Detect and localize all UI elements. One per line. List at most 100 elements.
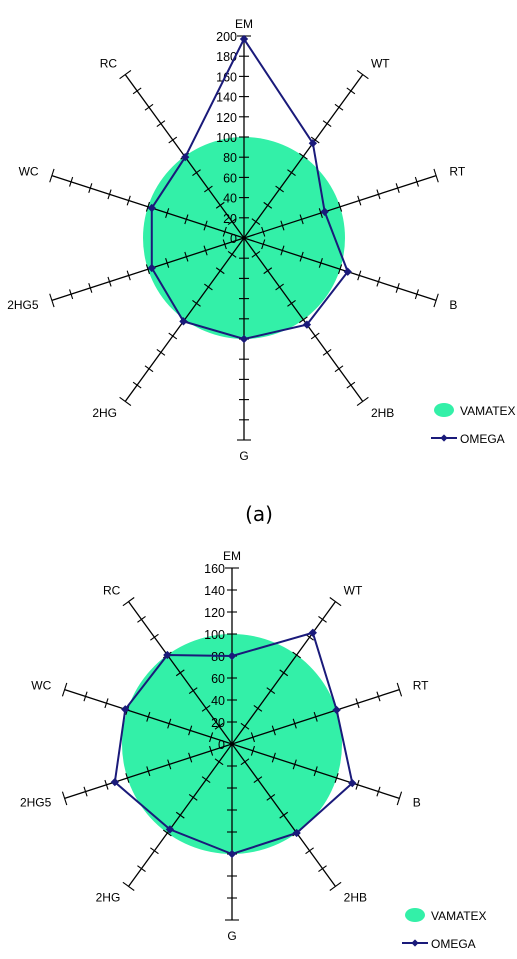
radial-tick-label: 140 <box>216 91 237 105</box>
category-label: EM <box>223 549 241 563</box>
axis-tick <box>337 201 343 212</box>
omega-point <box>181 152 190 162</box>
axis-tick <box>433 293 439 308</box>
radial-tick-label: 20 <box>211 716 225 730</box>
omega-point <box>239 334 249 344</box>
axis-tick <box>107 189 112 200</box>
axis-tick <box>132 87 142 95</box>
axis-tick <box>188 752 193 763</box>
axis-tick <box>188 794 198 801</box>
axis-tick <box>175 669 185 677</box>
axis-tick <box>271 725 276 736</box>
axis-tick <box>299 214 304 225</box>
axis-tick <box>287 299 296 307</box>
legend-swatch-omega-marker <box>440 434 448 442</box>
axis-tick <box>395 183 400 193</box>
axis-tick <box>126 270 131 281</box>
axis-tick <box>310 332 320 340</box>
category-label: RT <box>449 164 465 178</box>
axis-tick <box>266 687 276 694</box>
axis-tick <box>250 732 255 743</box>
omega-point <box>302 320 312 329</box>
category-label: RT <box>413 678 429 692</box>
omega-point <box>343 267 352 276</box>
legend-label-omega: OMEGA <box>431 937 476 951</box>
axis-tick <box>222 226 227 237</box>
radial-tick-label: 20 <box>223 212 237 226</box>
axis-tick <box>214 758 224 766</box>
axis-tick <box>334 365 344 373</box>
axis-tick <box>329 597 342 607</box>
axis-tick <box>145 201 151 212</box>
omega-point <box>121 705 130 714</box>
axis-tick <box>49 168 55 183</box>
omega-point <box>239 34 249 44</box>
axis-tick <box>253 776 263 783</box>
radial-tick-label: 200 <box>216 30 237 44</box>
omega-point <box>147 203 156 213</box>
axis-tick <box>104 698 109 709</box>
axis-tick <box>298 152 308 160</box>
omega-point <box>348 778 357 788</box>
axis-tick <box>356 70 369 80</box>
radial-tick-label: 60 <box>223 171 237 185</box>
axis-tick <box>188 687 198 694</box>
axis-tick <box>156 120 166 127</box>
category-label: G <box>239 449 248 463</box>
axis-tick <box>310 136 320 144</box>
axis-tick <box>313 711 318 722</box>
axis-tick <box>334 103 344 111</box>
legend-swatch-vamatex <box>434 403 454 417</box>
axis-tick <box>337 264 343 275</box>
category-label: 2HG <box>96 891 121 905</box>
axis-tick <box>355 779 360 790</box>
legend-label-omega: OMEGA <box>460 432 505 446</box>
axis-tick <box>162 829 172 837</box>
radial-tick-label: 60 <box>211 672 225 686</box>
axis-tick <box>250 745 255 756</box>
axis-tick <box>322 120 332 127</box>
radial-tick-label: 80 <box>223 151 237 165</box>
axis-tick <box>253 705 263 712</box>
axis-tick <box>313 766 318 777</box>
axis-tick <box>204 185 213 193</box>
axis-tick <box>61 682 68 697</box>
category-label: B <box>449 298 457 312</box>
axis-tick <box>279 669 289 677</box>
axis-tick <box>88 183 93 193</box>
legend-label-vamatex: VAMATEX <box>431 909 487 923</box>
axis-tick <box>322 349 332 356</box>
legend-label-vamatex: VAMATEX <box>460 404 516 418</box>
axis-tick <box>318 208 323 218</box>
axis-tick <box>329 881 342 891</box>
axis-tick <box>376 189 381 200</box>
axis-tick <box>156 349 166 356</box>
axis-tick <box>88 283 93 293</box>
axis-tick <box>334 773 339 783</box>
axis-tick <box>318 865 327 872</box>
axis-tick <box>146 711 151 722</box>
omega-point <box>320 207 329 216</box>
axis-tick <box>125 773 130 783</box>
axis-tick <box>266 794 276 801</box>
axis-tick <box>203 220 208 231</box>
axis-tick <box>119 70 132 80</box>
omega-point <box>227 849 237 859</box>
axis-tick <box>227 218 237 226</box>
axis-tick <box>298 316 308 324</box>
axis-tick <box>305 847 314 855</box>
omega-point <box>165 825 175 834</box>
radial-tick-label: 160 <box>216 70 237 84</box>
category-label: B <box>413 796 421 810</box>
axis-tick <box>261 239 266 250</box>
radial-tick-label: 0 <box>218 738 225 752</box>
axis-tick <box>240 758 250 766</box>
axis-tick <box>167 718 172 729</box>
axis-tick <box>192 299 201 307</box>
axis-tick <box>150 633 159 641</box>
axis-tick <box>414 176 419 187</box>
axis-tick <box>165 208 170 218</box>
axis-tick <box>222 239 227 250</box>
legend-swatch-vamatex <box>405 908 425 922</box>
axis-tick <box>376 691 381 702</box>
